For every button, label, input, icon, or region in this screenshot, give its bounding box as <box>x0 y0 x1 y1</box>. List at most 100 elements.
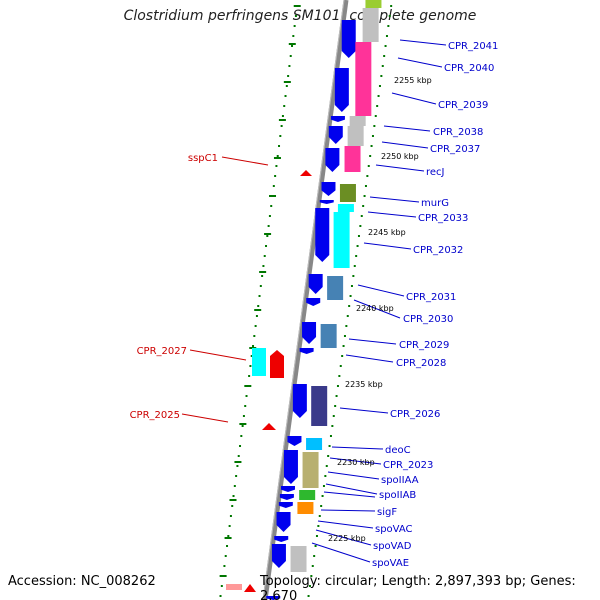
gene-arrow[interactable] <box>271 544 286 568</box>
label-leader <box>323 491 376 498</box>
accession-text: Accession: NC_008262 <box>8 574 156 589</box>
label-leader <box>391 92 437 105</box>
forward-strand-genes <box>266 20 356 600</box>
gene-arrow[interactable] <box>266 596 281 600</box>
cog-box <box>327 276 344 300</box>
kbp-mark: 2240 kbp <box>356 304 394 313</box>
label-leader <box>327 471 380 480</box>
gene-label[interactable]: CPR_2037 <box>430 144 480 155</box>
cog-box <box>339 184 356 202</box>
label-leader <box>315 529 372 546</box>
gene-arrow[interactable] <box>306 298 321 306</box>
gene-arrow[interactable] <box>321 182 336 196</box>
gene-arrow[interactable] <box>299 348 314 354</box>
kbp-mark: 2225 kbp <box>328 534 366 543</box>
gene-label[interactable]: spoVAE <box>372 558 409 569</box>
kbp-mark: 2245 kbp <box>368 228 406 237</box>
gene-label[interactable]: recJ <box>426 167 445 178</box>
gene-arrow[interactable] <box>308 274 323 294</box>
gene-arrow[interactable] <box>300 170 312 176</box>
gene-label[interactable]: CPR_2026 <box>390 409 440 420</box>
gene-arrow[interactable] <box>280 486 295 492</box>
label-leader <box>363 242 412 250</box>
cog-box <box>347 126 364 146</box>
cog-box <box>302 452 319 488</box>
kbp-mark: 2235 kbp <box>345 380 383 389</box>
gene-label[interactable]: CPR_2023 <box>383 460 433 471</box>
label-leader <box>331 446 384 450</box>
kbp-mark: 2230 kbp <box>337 458 375 467</box>
gene-arrow[interactable] <box>328 126 343 144</box>
gene-arrow[interactable] <box>325 148 340 172</box>
gene-label[interactable]: CPR_2025 <box>130 410 180 421</box>
label-leader <box>348 338 397 345</box>
gene-arrow[interactable] <box>315 208 330 262</box>
label-leader <box>345 354 394 363</box>
cog-box <box>362 8 379 42</box>
label-leader <box>397 57 443 68</box>
cog-box <box>297 502 314 514</box>
cog-box <box>252 348 266 376</box>
gene-label[interactable]: CPR_2039 <box>438 100 488 111</box>
label-leader <box>399 39 447 46</box>
gene-label[interactable]: murG <box>421 198 449 209</box>
label-leader <box>369 196 420 203</box>
gene-label[interactable]: CPR_2038 <box>433 127 483 138</box>
gene-label[interactable]: sigF <box>377 507 397 518</box>
label-leader <box>353 299 401 319</box>
gene-label[interactable]: CPR_2030 <box>403 314 453 325</box>
gene-label[interactable]: spoVAD <box>373 541 412 552</box>
label-leader <box>381 141 429 149</box>
gene-label[interactable]: CPR_2031 <box>406 292 456 303</box>
gene-label[interactable]: CPR_2040 <box>444 63 494 74</box>
gene-arrow[interactable] <box>330 116 345 122</box>
gene-arrow[interactable] <box>302 322 317 344</box>
gene-arrow[interactable] <box>278 502 293 508</box>
gene-label[interactable]: deoC <box>385 445 411 456</box>
gene-arrow[interactable] <box>341 20 356 58</box>
gene-arrow[interactable] <box>283 450 298 484</box>
gene-arrow[interactable] <box>334 68 349 112</box>
label-leader <box>189 349 247 361</box>
tick-track-outer <box>307 5 393 597</box>
gene-arrow[interactable] <box>319 200 334 204</box>
gene-arrow[interactable] <box>292 384 307 418</box>
gene-label[interactable]: CPR_2041 <box>448 41 498 52</box>
gene-arrow[interactable] <box>287 436 302 446</box>
gene-label[interactable]: sspC1 <box>188 153 218 164</box>
gene-arrow[interactable] <box>274 536 289 542</box>
gene-arrow[interactable] <box>270 350 284 378</box>
label-leader <box>383 125 431 132</box>
gene-label[interactable]: CPR_2033 <box>418 213 468 224</box>
cog-box <box>311 386 328 426</box>
gene-label[interactable]: spoIIAA <box>381 475 419 486</box>
gene-arrow[interactable] <box>279 494 294 500</box>
cog-box <box>320 324 337 348</box>
gene-arrow[interactable] <box>276 512 291 532</box>
cog-box <box>226 584 242 590</box>
gene-label[interactable]: CPR_2028 <box>396 358 446 369</box>
cog-box <box>337 204 354 212</box>
label-leader <box>367 211 417 218</box>
gene-label[interactable]: spoIIAB <box>379 490 416 501</box>
cog-box <box>349 116 366 126</box>
label-leaders-right <box>311 39 447 563</box>
cog-box <box>365 0 382 8</box>
genome-backbone-highlight <box>262 0 345 600</box>
tick-track-major <box>219 5 301 577</box>
genome-backbone <box>262 0 349 600</box>
gene-arrow[interactable] <box>262 423 276 430</box>
cog-box <box>355 42 372 116</box>
label-leader <box>375 164 425 172</box>
label-leader <box>311 542 371 563</box>
label-leader <box>221 156 269 166</box>
gene-arrow[interactable] <box>244 584 256 592</box>
gene-label[interactable]: CPR_2029 <box>399 340 449 351</box>
label-leader <box>320 509 376 512</box>
gene-label[interactable]: CPR_2032 <box>413 245 463 256</box>
reverse-strand-genes <box>226 170 312 592</box>
gene-label[interactable]: CPR_2027 <box>137 346 187 357</box>
gene-label[interactable]: spoVAC <box>375 524 413 535</box>
cog-box <box>333 212 350 268</box>
